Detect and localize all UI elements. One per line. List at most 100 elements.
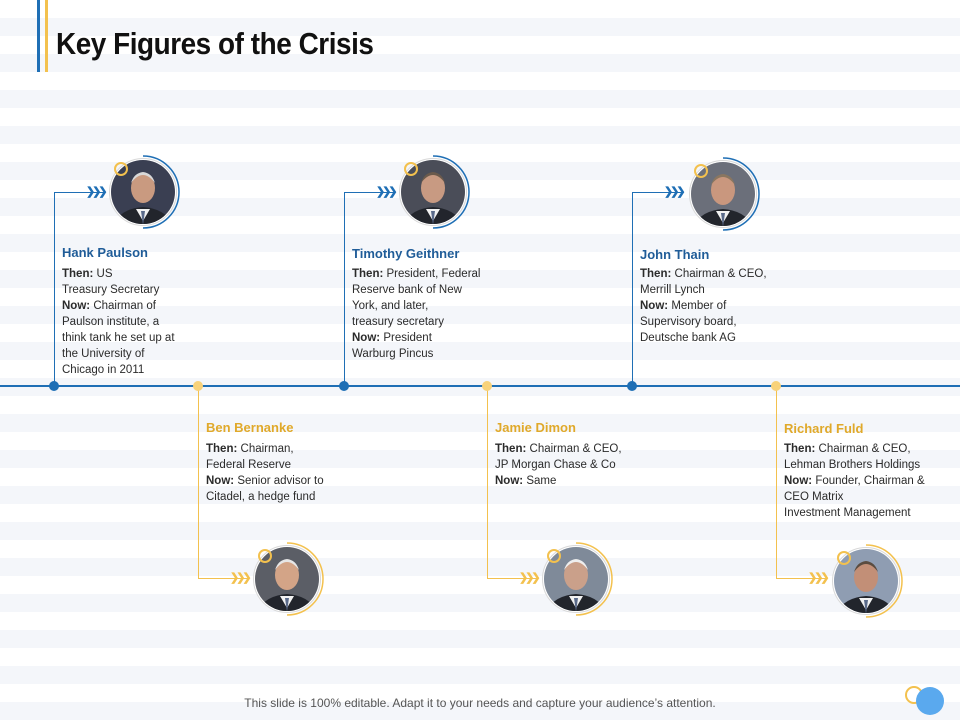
now-line: Chicago in 2011 <box>62 362 175 378</box>
then-line: Lehman Brothers Holdings <box>784 457 925 473</box>
then-line: Then: Chairman & CEO, <box>784 441 925 457</box>
timeline-dot <box>627 381 637 391</box>
double-chevron-right-icon: ❯❯❯ <box>519 572 541 584</box>
corner-dot-decoration <box>916 687 944 715</box>
person-name: Richard Fuld <box>784 421 864 436</box>
now-label: Now: <box>495 475 524 487</box>
now-text: Supervisory board, <box>640 316 737 328</box>
person-name: Ben Bernanke <box>206 420 294 435</box>
connector-horizontal <box>54 192 104 193</box>
now-text: Chairman of <box>93 300 156 312</box>
then-text: Chairman & CEO, <box>529 443 622 455</box>
now-line: Now: Same <box>495 473 622 489</box>
then-line: treasury secretary <box>352 314 480 330</box>
double-chevron-right-icon: ❯❯❯ <box>230 572 252 584</box>
then-label: Then: <box>206 443 238 455</box>
then-line: Reserve bank of New <box>352 282 480 298</box>
connector-vertical <box>54 192 55 386</box>
then-line: Then: Chairman & CEO, <box>640 266 767 282</box>
now-text: Warburg Pincus <box>352 348 434 360</box>
now-label: Now: <box>784 475 813 487</box>
then-text: Chairman & CEO, <box>818 443 911 455</box>
now-text: Founder, Chairman & <box>815 475 925 487</box>
person-description: Then: Chairman & CEO, JP Morgan Chase & C… <box>495 441 622 489</box>
then-text: Treasury Secretary <box>62 284 160 296</box>
now-text: Deutsche bank AG <box>640 332 736 344</box>
now-line: Now: Chairman of <box>62 298 175 314</box>
now-line: Supervisory board, <box>640 314 767 330</box>
then-label: Then: <box>62 268 94 280</box>
then-label: Then: <box>784 443 816 455</box>
title-accent-bar-blue <box>37 0 40 72</box>
then-label: Then: <box>352 268 384 280</box>
now-text: Citadel, a hedge fund <box>206 491 316 503</box>
title-accent-bar-gold <box>45 0 48 72</box>
now-text: President <box>383 332 432 344</box>
then-text: Chairman, <box>240 443 294 455</box>
person-description: Then: President, Federal Reserve bank of … <box>352 266 480 362</box>
then-label: Then: <box>640 268 672 280</box>
then-line: Federal Reserve <box>206 457 324 473</box>
timeline-dot <box>771 381 781 391</box>
then-line: Then: Chairman & CEO, <box>495 441 622 457</box>
now-line: Now: Senior advisor to <box>206 473 324 489</box>
double-chevron-right-icon: ❯❯❯ <box>376 186 398 198</box>
now-text: Member of <box>671 300 727 312</box>
then-line: JP Morgan Chase & Co <box>495 457 622 473</box>
now-text: Investment Management <box>784 507 911 519</box>
now-text: the University of <box>62 348 145 360</box>
now-line: Investment Management <box>784 505 925 521</box>
portrait-photo <box>537 540 615 618</box>
now-line: Now: Member of <box>640 298 767 314</box>
connector-vertical <box>344 192 345 386</box>
timeline-dot <box>482 381 492 391</box>
now-line: Now: President <box>352 330 480 346</box>
connector-horizontal <box>344 192 394 193</box>
now-text: think tank he set up at <box>62 332 175 344</box>
then-text: Reserve bank of New <box>352 284 462 296</box>
now-text: Same <box>526 475 557 487</box>
then-text: US <box>96 268 113 280</box>
then-text: treasury secretary <box>352 316 445 328</box>
portrait-photo <box>684 155 762 233</box>
person-description: Then: Chairman & CEO, Merrill Lynch Now: M… <box>640 266 767 346</box>
then-line: York, and later, <box>352 298 480 314</box>
now-text: Senior advisor to <box>237 475 324 487</box>
timeline-dot <box>193 381 203 391</box>
now-text: Chicago in 2011 <box>62 364 145 376</box>
double-chevron-right-icon: ❯❯❯ <box>808 572 830 584</box>
then-text: Merrill Lynch <box>640 284 705 296</box>
connector-vertical <box>487 386 488 578</box>
then-text: JP Morgan Chase & Co <box>495 459 616 471</box>
then-text: York, and later, <box>352 300 429 312</box>
then-text: Lehman Brothers Holdings <box>784 459 921 471</box>
timeline-dot <box>49 381 59 391</box>
then-line: Then: US <box>62 266 175 282</box>
then-line: Then: Chairman, <box>206 441 324 457</box>
portrait-photo <box>394 153 472 231</box>
connector-vertical <box>198 386 199 578</box>
page-title: Key Figures of the Crisis <box>56 26 374 61</box>
then-text: Federal Reserve <box>206 459 292 471</box>
timeline-dot <box>339 381 349 391</box>
double-chevron-right-icon: ❯❯❯ <box>664 186 686 198</box>
person-description: Then: Chairman, Federal Reserve Now: Senio… <box>206 441 324 505</box>
portrait-photo <box>248 540 326 618</box>
now-line: Now: Founder, Chairman & <box>784 473 925 489</box>
footer-note: This slide is 100% editable. Adapt it to… <box>244 696 716 710</box>
now-line: think tank he set up at <box>62 330 175 346</box>
person-description: Then: Chairman & CEO, Lehman Brothers Hol… <box>784 441 925 521</box>
connector-horizontal <box>198 578 248 579</box>
then-line: Merrill Lynch <box>640 282 767 298</box>
then-label: Then: <box>495 443 527 455</box>
now-line: CEO Matrix <box>784 489 925 505</box>
connector-horizontal <box>487 578 537 579</box>
portrait-photo <box>104 153 182 231</box>
then-line: Then: President, Federal <box>352 266 480 282</box>
now-line: Paulson institute, a <box>62 314 175 330</box>
now-label: Now: <box>62 300 91 312</box>
now-label: Now: <box>206 475 235 487</box>
now-line: Citadel, a hedge fund <box>206 489 324 505</box>
connector-horizontal <box>632 192 684 193</box>
now-label: Now: <box>352 332 381 344</box>
